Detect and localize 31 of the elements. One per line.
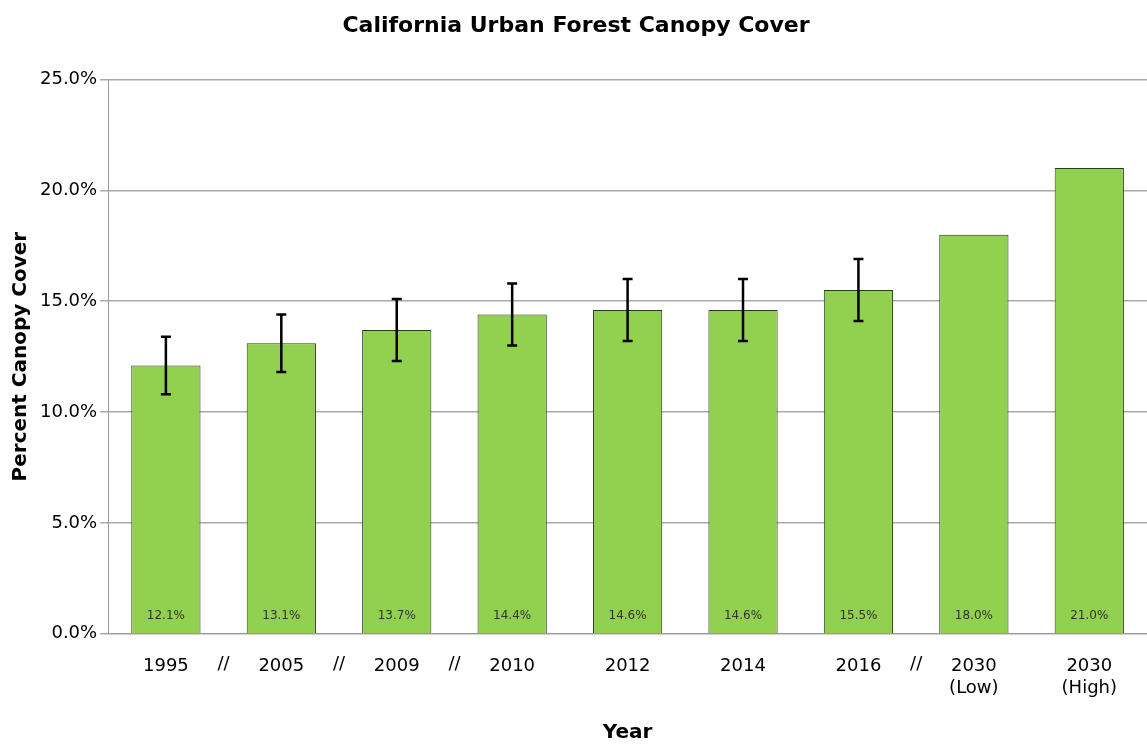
- x-tick-label: 2030 (High): [1061, 654, 1117, 697]
- data-label: 13.7%: [377, 607, 416, 622]
- x-tick-label: 2010: [489, 654, 536, 676]
- x-tick-label: 2012: [604, 654, 651, 676]
- y-tick-label: 0.0%: [51, 621, 98, 643]
- chart-title: California Urban Forest Canopy Cover: [342, 11, 810, 37]
- text: //: [217, 652, 231, 674]
- y-tick-label: 20.0%: [39, 177, 98, 199]
- y-tick-label: 25.0%: [39, 67, 98, 89]
- y-tick-label: 10.0%: [39, 399, 98, 421]
- data-label: 18.0%: [954, 607, 993, 622]
- data-label: 14.6%: [608, 607, 647, 622]
- data-label: 13.1%: [262, 607, 301, 622]
- text: //: [448, 652, 462, 674]
- data-label: 14.6%: [723, 607, 763, 622]
- x-tick-label: 2009: [373, 654, 420, 676]
- y-axis-title: Percent Canopy Cover: [7, 231, 32, 482]
- y-tick-label: 5.0%: [51, 510, 98, 532]
- x-tick-label: 2014: [720, 654, 766, 676]
- x-tick-label: 2016: [835, 654, 882, 676]
- x-axis-title: Year: [601, 719, 653, 744]
- x-tick-label: 2005: [258, 654, 305, 676]
- data-label: 14.4%: [493, 607, 532, 622]
- text: //: [332, 652, 347, 674]
- text: //: [910, 652, 924, 674]
- y-tick-label: 15.0%: [39, 288, 98, 310]
- data-label: 21.0%: [1070, 607, 1109, 622]
- x-tick-label: 2030 (Low): [949, 654, 999, 697]
- x-tick-label: 1995: [142, 654, 189, 676]
- data-label: 12.1%: [146, 607, 185, 622]
- data-label: 15.5%: [839, 607, 878, 622]
